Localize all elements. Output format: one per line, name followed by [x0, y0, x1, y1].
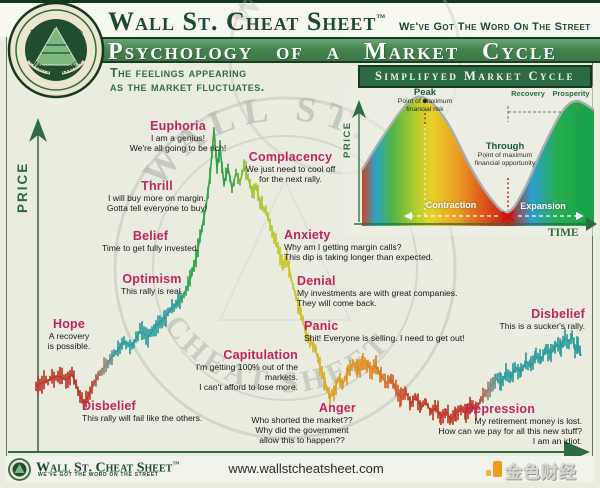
inset-trough-label: Through Point of maximum financial oppor… — [474, 141, 536, 167]
brand-logo: WALL ST. CHEAT SHEET — [7, 1, 105, 99]
inset-prosperity-label: Prosperity — [552, 89, 590, 98]
inset-recovery-label: Recovery — [511, 89, 545, 98]
trademark-symbol: ™ — [376, 12, 387, 23]
footer: Wall St. Cheat Sheet™ WE'VE GOT THE WORD… — [6, 456, 594, 483]
inset-contraction-label: Contraction — [425, 200, 477, 210]
inset-peak-label: Peak Point of maximum financial risk — [397, 87, 453, 113]
inset-title: Simplifyed Market Cycle — [358, 65, 592, 88]
inset-wave-edge — [360, 95, 595, 214]
footer-url: www.wallstcheatsheet.com — [228, 461, 384, 476]
trough-x-marker — [501, 211, 515, 222]
brand-title: Wall St. Cheat Sheet™ — [108, 7, 387, 36]
price-curve-path — [35, 127, 581, 425]
price-axis-arrow — [29, 118, 47, 142]
top-border — [0, 0, 600, 3]
jinse-icon — [486, 461, 502, 477]
footer-logo — [8, 458, 31, 481]
hands-icon — [26, 60, 86, 75]
left-border — [6, 6, 7, 482]
page-title: Psychology of a Market Cycle — [96, 37, 600, 65]
price-axis-label: PRICE — [15, 162, 30, 213]
page-subtitle: The feelings appearing as the market flu… — [110, 66, 265, 94]
jinse-watermark-text: 金色财经 — [505, 463, 577, 483]
footer-tagline: WE'VE GOT THE WORD ON THE STREET — [38, 472, 159, 478]
right-border — [592, 6, 593, 482]
subtitle-line-1: The feelings appearing — [110, 66, 247, 80]
inset-expansion-label: Expansion — [520, 201, 566, 211]
inset-price-arrow — [352, 100, 366, 118]
inset-price-label: PRICE — [342, 121, 353, 158]
simplified-cycle-inset: PRICE TIME Peak Point of maximum financi… — [342, 86, 598, 239]
pyramid-icon — [33, 26, 79, 66]
brand-tagline: We've Got The Word On The Street — [399, 21, 591, 33]
inset-time-label: TIME — [548, 227, 579, 238]
inset-chart: PRICE TIME — [342, 95, 597, 239]
peak-dot — [422, 98, 428, 104]
inset-wave — [362, 96, 594, 227]
pyramid-watermark — [218, 177, 352, 321]
subtitle-line-2: as the market fluctuates. — [110, 80, 265, 94]
price-curve — [35, 127, 582, 425]
footer-brand: Wall St. Cheat Sheet™ — [36, 460, 180, 476]
inset-time-arrow — [586, 217, 597, 231]
